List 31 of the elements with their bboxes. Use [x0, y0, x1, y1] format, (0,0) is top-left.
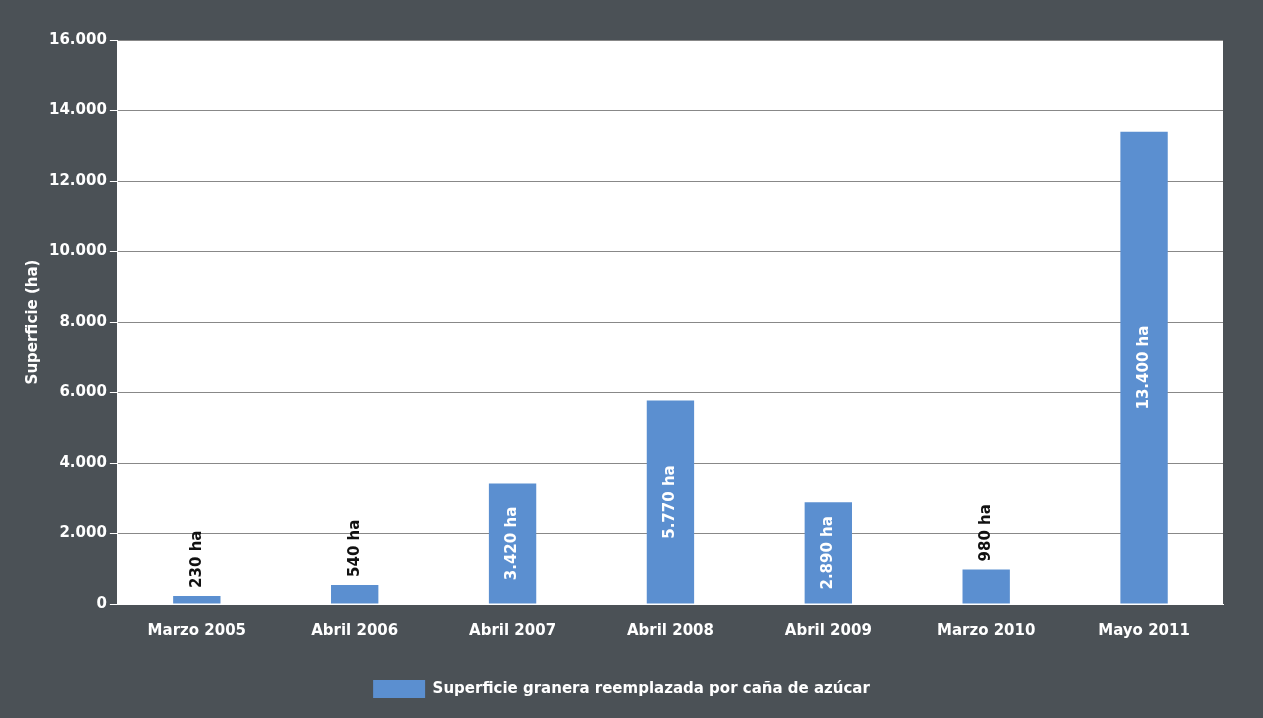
y-tick-label: 2.000 — [59, 523, 107, 542]
bar — [1120, 131, 1168, 604]
x-tick-label: Marzo 2010 — [936, 620, 1036, 639]
y-tick-label: 14.000 — [48, 100, 107, 119]
bar — [331, 584, 379, 604]
x-tick-label: Abril 2006 — [311, 620, 399, 639]
data-label: 980 ha — [976, 504, 995, 562]
y-axis-title: Superficie (ha) — [22, 259, 41, 385]
y-tick-label: 16.000 — [48, 29, 107, 48]
x-tick-label: Abril 2007 — [469, 620, 557, 639]
data-label: 3.420 ha — [502, 506, 521, 581]
y-tick-label: 12.000 — [48, 170, 107, 189]
x-tick-label: Mayo 2011 — [1098, 620, 1190, 639]
data-label: 2.890 ha — [818, 516, 837, 590]
legend-label: Superficie granera reemplazada por caña de azúcar — [432, 678, 871, 697]
y-tick-label: 0 — [96, 593, 107, 612]
x-tick-label: Abril 2008 — [626, 620, 714, 639]
data-label: 5.770 ha — [660, 465, 679, 539]
bar — [488, 483, 537, 604]
bar — [173, 595, 221, 604]
y-tick-label: 4.000 — [59, 452, 107, 471]
x-tick-label: Marzo 2005 — [147, 620, 247, 639]
x-tick-label: Abril 2009 — [784, 620, 872, 639]
y-tick-label: 8.000 — [59, 311, 107, 330]
bar — [962, 569, 1010, 604]
y-tick-label: 6.000 — [59, 382, 107, 401]
data-label: 13.400 ha — [1133, 325, 1152, 410]
bar — [646, 400, 695, 604]
y-tick-label: 10.000 — [48, 241, 107, 260]
data-label: 540 ha — [344, 519, 363, 577]
data-label: 230 ha — [186, 530, 205, 588]
